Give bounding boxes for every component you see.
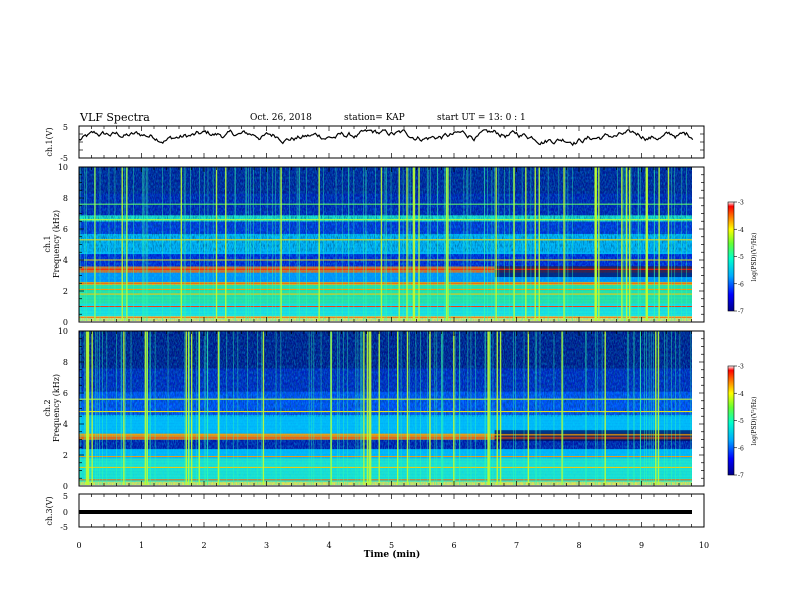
colorbar-tick-label: -5 <box>738 254 744 261</box>
freq-tick-label: 8 <box>63 358 68 367</box>
x-tick-label: 0 <box>76 541 81 550</box>
ch2-spec-ylabel-channel: ch.2 <box>43 399 52 416</box>
x-tick-label: 6 <box>451 541 456 550</box>
freq-tick-label: 4 <box>63 420 68 429</box>
freq-tick-label: 0 <box>63 318 68 327</box>
ch1-ylabel: ch.1(V) <box>45 127 54 156</box>
colorbar-tick-label: -3 <box>738 200 744 207</box>
chart-title: VLF Spectra <box>80 111 150 124</box>
date-label: Oct. 26, 2018 <box>250 113 312 123</box>
colorbar-tick-label: -3 <box>738 364 744 371</box>
freq-tick-label: 4 <box>63 256 68 265</box>
x-tick-label: 9 <box>639 541 644 550</box>
ch1-colorbar <box>727 201 735 312</box>
x-tick-label: 4 <box>326 541 331 550</box>
ch3-waveform-panel: 5 0 -5 ch.3(V) <box>45 492 705 532</box>
ch1-spec-ylabel-channel: ch.1 <box>43 235 52 252</box>
colorbar-tick-label: -7 <box>738 309 744 316</box>
ch1-spec-ylabel-freq: Frequency (kHz) <box>52 210 61 278</box>
ch1-spectrogram-image <box>79 167 692 321</box>
freq-tick-label: 8 <box>63 194 68 203</box>
ch2-spec-ylabel-freq: Frequency (kHz) <box>52 374 61 442</box>
colorbar-tick-label: -6 <box>738 445 744 452</box>
colorbar-tick-label: -5 <box>738 418 744 425</box>
ch3-ytick-5: 5 <box>63 492 68 501</box>
freq-tick-label: 0 <box>63 482 68 491</box>
station-label: station= KAP <box>344 113 405 123</box>
x-tick-label: 2 <box>201 541 206 550</box>
colorbar-tick-label: -4 <box>738 227 744 234</box>
ch1-ytick-5: 5 <box>63 123 68 132</box>
colorbar-tick-label: -7 <box>738 473 744 480</box>
x-tick-label: 7 <box>514 541 519 550</box>
freq-tick-label: 6 <box>63 389 68 398</box>
ch1-waveform-panel: 5 -5 ch.1(V) <box>45 123 705 163</box>
time-axis-ticks <box>78 126 705 527</box>
ch1-waveform-line <box>78 128 694 147</box>
colorbar-tick-label: -4 <box>738 391 744 398</box>
x-tick-label: 5 <box>389 541 394 550</box>
x-tick-label: 1 <box>139 541 144 550</box>
ch2-spectrogram-image <box>79 331 692 485</box>
x-tick-label: 10 <box>699 541 709 550</box>
time-axis-label: Time (min) <box>364 549 421 560</box>
freq-tick-label: 2 <box>63 287 68 296</box>
spectrogram-shift <box>494 430 692 442</box>
freq-tick-label: 2 <box>63 451 68 460</box>
x-tick-label: 8 <box>576 541 581 550</box>
start-time-label: start UT = 13: 0 : 1 <box>437 113 526 123</box>
colorbar-tick-label: -6 <box>738 281 744 288</box>
spectrogram-shift <box>494 266 692 278</box>
ch3-ylabel: ch.3(V) <box>45 496 54 525</box>
ch1-ytick-neg5: -5 <box>60 154 68 163</box>
spectrogram-dark-noise <box>79 331 692 417</box>
x-tick-label: 3 <box>264 541 269 550</box>
ch3-ytick-0: 0 <box>63 508 68 517</box>
ch3-ytick-neg5: -5 <box>60 523 68 532</box>
time-axis-labels: 0 1 2 3 4 5 6 7 8 9 10 <box>76 541 709 550</box>
ch2-colorbar <box>727 365 735 476</box>
freq-tick-label: 6 <box>63 225 68 234</box>
freq-tick-label: 10 <box>58 327 68 336</box>
ch2-colorbar-label: log(PSD)(V²/Hz) <box>751 397 758 446</box>
freq-tick-label: 10 <box>58 163 68 172</box>
ch1-colorbar-label: log(PSD)(V²/Hz) <box>751 233 758 282</box>
